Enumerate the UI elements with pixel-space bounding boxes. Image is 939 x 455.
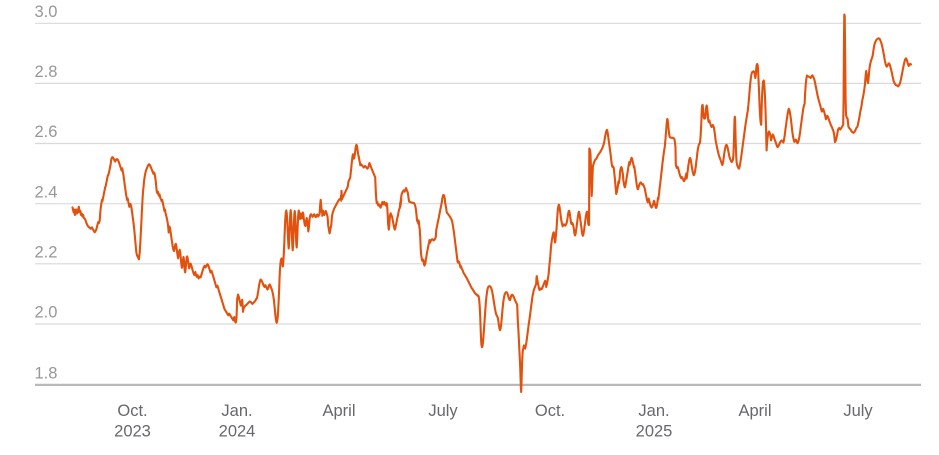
svg-text:2.6: 2.6: [35, 123, 58, 141]
svg-text:3.0: 3.0: [35, 3, 58, 21]
svg-text:Jan.: Jan.: [221, 402, 252, 420]
svg-text:2025: 2025: [636, 423, 673, 441]
svg-text:2.8: 2.8: [35, 63, 58, 81]
svg-text:2024: 2024: [219, 423, 256, 441]
svg-text:Oct.: Oct.: [117, 402, 147, 420]
svg-text:July: July: [428, 402, 458, 420]
svg-text:2023: 2023: [114, 423, 151, 441]
svg-text:2.2: 2.2: [35, 244, 58, 262]
svg-text:April: April: [322, 402, 355, 420]
svg-text:Jan.: Jan.: [638, 402, 669, 420]
svg-text:2.0: 2.0: [35, 304, 58, 322]
svg-text:1.8: 1.8: [35, 365, 58, 383]
svg-text:April: April: [738, 402, 771, 420]
svg-text:Oct.: Oct.: [535, 402, 565, 420]
svg-text:2.4: 2.4: [35, 183, 58, 201]
svg-text:July: July: [843, 402, 873, 420]
